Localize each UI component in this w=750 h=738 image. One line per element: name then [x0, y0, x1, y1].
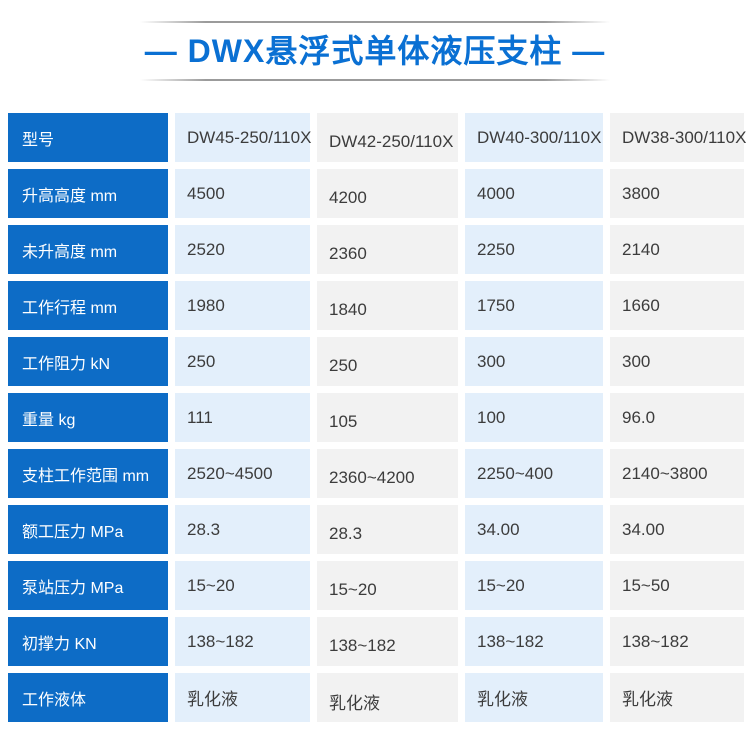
- model-header-cell: DW40-300/110X: [465, 113, 603, 162]
- spec-value-cell: 300: [465, 337, 603, 386]
- title-block: — DWX悬浮式单体液压支柱 —: [0, 0, 750, 81]
- spec-value-cell: 乳化液: [610, 673, 744, 722]
- spec-value-cell: 乳化液: [175, 673, 310, 722]
- spec-value-cell: 111: [175, 393, 310, 442]
- spec-value-cell: 15~20: [175, 561, 310, 610]
- spec-value-cell: 2140~3800: [610, 449, 744, 498]
- spec-value-cell: 2360~4200: [317, 449, 458, 498]
- spec-value-cell: 100: [465, 393, 603, 442]
- row-header-initial-support-force: 初撑力 KN: [8, 617, 168, 666]
- spec-value-cell: 138~182: [175, 617, 310, 666]
- model-row-label: 型号: [8, 113, 168, 162]
- model-header-cell: DW38-300/110X: [610, 113, 746, 162]
- page-title: — DWX悬浮式单体液压支柱 —: [144, 33, 606, 69]
- spec-value-cell: 138~182: [610, 617, 744, 666]
- title-top-rule: [140, 21, 610, 23]
- row-header-rated-pressure: 额工压力 MPa: [8, 505, 168, 554]
- spec-value-cell: 4000: [465, 169, 603, 218]
- spec-value-cell: 138~182: [317, 617, 458, 666]
- spec-value-cell: 138~182: [465, 617, 603, 666]
- spec-value-cell: 34.00: [465, 505, 603, 554]
- spec-value-cell: 1980: [175, 281, 310, 330]
- title-bottom-rule: [140, 79, 610, 81]
- model-header-cell: DW45-250/110X: [175, 113, 311, 162]
- spec-value-cell: 3800: [610, 169, 744, 218]
- spec-value-cell: 105: [317, 393, 458, 442]
- spec-value-cell: 4200: [317, 169, 458, 218]
- row-header-working-resistance: 工作阻力 kN: [8, 337, 168, 386]
- spec-value-cell: 4500: [175, 169, 310, 218]
- row-header-working-stroke: 工作行程 mm: [8, 281, 168, 330]
- spec-value-cell: 2250: [465, 225, 603, 274]
- spec-value-cell: 2520: [175, 225, 310, 274]
- spec-value-cell: 2360: [317, 225, 458, 274]
- row-header-weight: 重量 kg: [8, 393, 168, 442]
- spec-value-cell: 28.3: [317, 505, 458, 554]
- spec-value-cell: 15~20: [317, 561, 458, 610]
- row-header-raised-height: 升高高度 mm: [8, 169, 168, 218]
- spec-value-cell: 15~20: [465, 561, 603, 610]
- row-header-pump-pressure: 泵站压力 MPa: [8, 561, 168, 610]
- spec-value-cell: 300: [610, 337, 744, 386]
- row-header-retracted-height: 未升高度 mm: [8, 225, 168, 274]
- spec-value-cell: 34.00: [610, 505, 744, 554]
- spec-value-cell: 1660: [610, 281, 744, 330]
- spec-value-cell: 96.0: [610, 393, 744, 442]
- row-header-working-fluid: 工作液体: [8, 673, 168, 722]
- spec-value-cell: 15~50: [610, 561, 744, 610]
- spec-value-cell: 1750: [465, 281, 603, 330]
- spec-value-cell: 乳化液: [465, 673, 603, 722]
- spec-value-cell: 2250~400: [465, 449, 603, 498]
- spec-value-cell: 250: [317, 337, 458, 386]
- spec-value-cell: 250: [175, 337, 310, 386]
- spec-value-cell: 1840: [317, 281, 458, 330]
- spec-table: 型号 DW45-250/110X DW42-250/110X DW40-300/…: [8, 113, 746, 722]
- spec-value-cell: 2140: [610, 225, 744, 274]
- model-header-cell: DW42-250/110X: [317, 113, 458, 162]
- spec-value-cell: 28.3: [175, 505, 310, 554]
- row-header-working-range: 支柱工作范围 mm: [8, 449, 168, 498]
- spec-value-cell: 乳化液: [317, 673, 458, 722]
- spec-value-cell: 2520~4500: [175, 449, 310, 498]
